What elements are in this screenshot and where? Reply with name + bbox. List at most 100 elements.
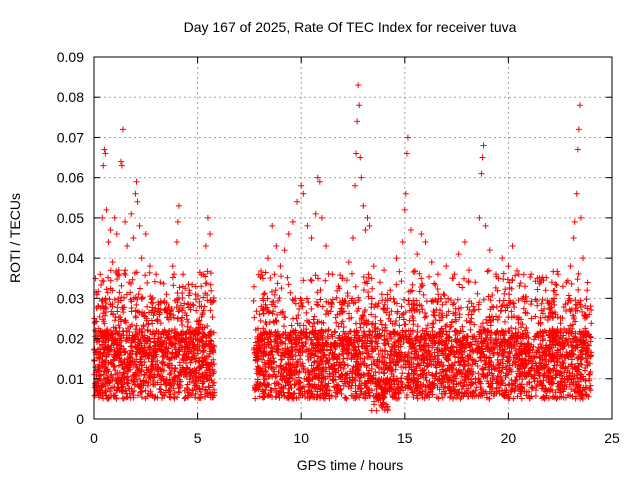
data-point (289, 218, 296, 225)
data-point (584, 287, 591, 294)
data-point (97, 271, 104, 278)
data-point (364, 214, 371, 221)
data-point (574, 276, 581, 283)
data-point (118, 162, 125, 169)
data-point (272, 303, 279, 310)
data-point (472, 387, 479, 394)
data-point (265, 255, 272, 262)
data-point (387, 287, 394, 294)
data-point (361, 338, 368, 345)
data-point (576, 102, 583, 109)
data-point (393, 300, 400, 307)
data-point (521, 283, 528, 290)
data-point (349, 270, 356, 277)
y-tick-label: 0.06 (57, 170, 84, 186)
data-point (113, 230, 120, 237)
data-point (138, 255, 145, 262)
data-point (385, 340, 392, 347)
data-point (408, 226, 415, 233)
data-point (352, 182, 359, 189)
data-point (401, 206, 408, 213)
data-point (568, 280, 575, 287)
data-point (121, 294, 128, 301)
data-point (450, 395, 457, 402)
data-point (426, 273, 433, 280)
y-tick-label: 0.07 (57, 129, 84, 145)
data-point (304, 222, 311, 229)
data-point (260, 291, 267, 298)
data-point (542, 287, 549, 294)
data-point (454, 296, 461, 303)
data-point (406, 384, 413, 391)
data-point (163, 291, 170, 298)
data-point (360, 273, 367, 280)
data-point (111, 214, 118, 221)
data-point (476, 214, 483, 221)
data-point (435, 291, 442, 298)
data-point (333, 319, 340, 326)
y-tick-label: 0.02 (57, 331, 84, 347)
data-point (166, 310, 173, 317)
data-point (99, 214, 106, 221)
data-point (134, 198, 141, 205)
data-point (196, 298, 203, 305)
data-point (171, 390, 178, 397)
data-point (368, 295, 375, 302)
data-point (584, 279, 591, 286)
data-point (142, 387, 149, 394)
data-point (207, 230, 214, 237)
data-point (416, 288, 423, 295)
data-point (168, 327, 175, 334)
data-point (207, 307, 214, 314)
data-point (561, 325, 568, 332)
x-tick-label: 25 (604, 430, 620, 446)
data-point (555, 271, 562, 278)
data-point (486, 247, 493, 254)
data-point (368, 321, 375, 328)
data-point (312, 210, 319, 217)
data-point (136, 222, 143, 229)
data-point (294, 198, 301, 205)
data-point (138, 394, 145, 401)
data-point (509, 243, 516, 250)
data-point (93, 291, 100, 298)
data-point (480, 142, 487, 149)
data-point (563, 279, 570, 286)
data-point (430, 320, 437, 327)
data-point (393, 255, 400, 262)
data-point (461, 239, 468, 246)
data-point (499, 255, 506, 262)
data-point (548, 279, 555, 286)
data-point (345, 259, 352, 266)
data-point (180, 271, 187, 278)
data-point (369, 285, 376, 292)
data-point (157, 279, 164, 286)
data-point (402, 190, 409, 197)
data-point (179, 322, 186, 329)
x-tick-label: 0 (90, 430, 98, 446)
data-point (482, 222, 489, 229)
data-point (272, 385, 279, 392)
data-point (362, 226, 369, 233)
data-point (198, 271, 205, 278)
data-point (280, 323, 287, 330)
data-point (532, 278, 539, 285)
y-tick-label: 0.01 (57, 371, 84, 387)
data-point (400, 296, 407, 303)
data-point (133, 301, 140, 308)
data-point (467, 326, 474, 333)
y-tick-label: 0.04 (57, 250, 84, 266)
chart-title: Day 167 of 2025, Rate Of TEC Index for r… (184, 19, 517, 35)
data-point (480, 296, 487, 303)
data-point (463, 317, 470, 324)
data-point (370, 263, 377, 270)
data-point (479, 154, 486, 161)
data-point (515, 329, 522, 336)
data-point (382, 347, 389, 354)
data-point (360, 202, 367, 209)
y-tick-label: 0.09 (57, 49, 84, 65)
data-point (105, 239, 112, 246)
data-point (361, 355, 368, 362)
data-point (486, 395, 493, 402)
data-point (384, 291, 391, 298)
